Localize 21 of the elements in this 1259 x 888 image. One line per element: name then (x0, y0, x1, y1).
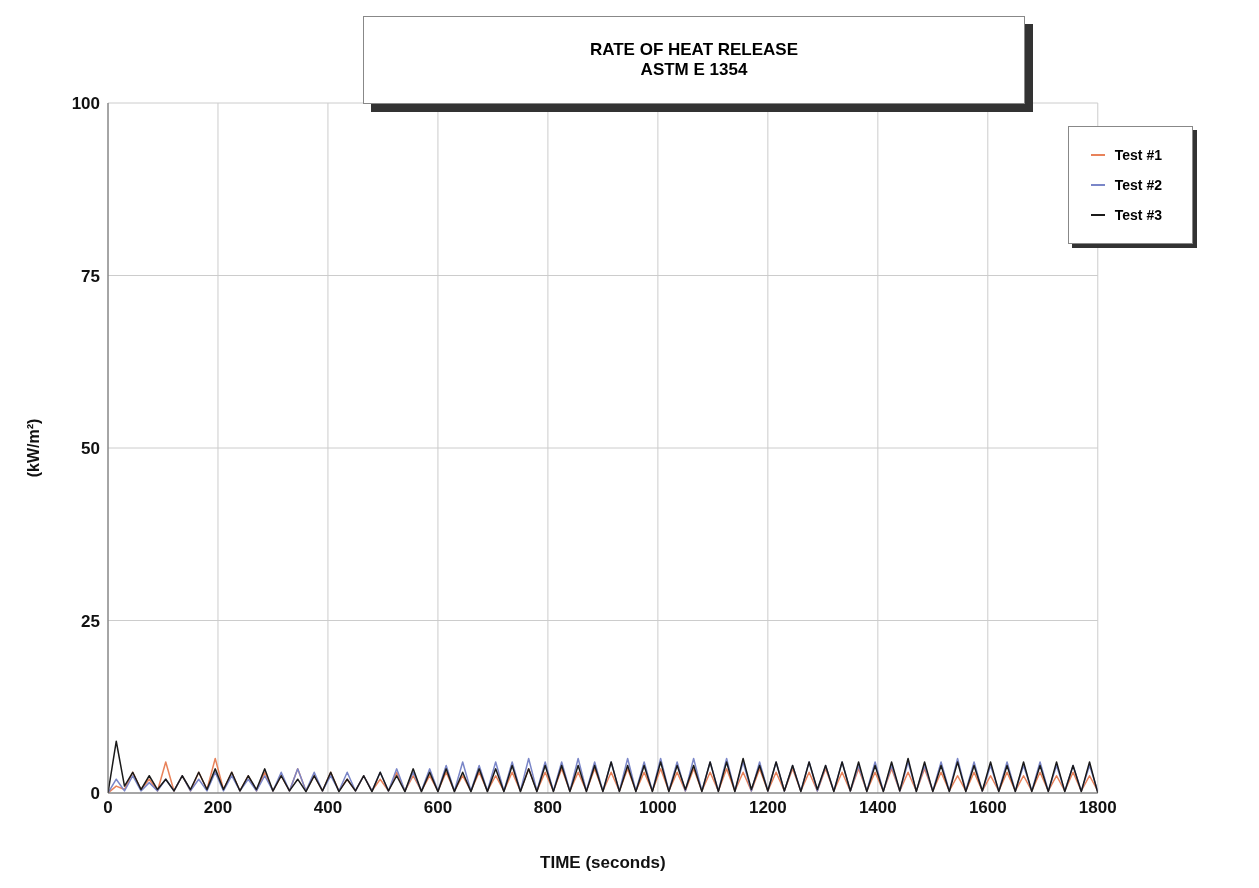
y-tick-label: 0 (90, 784, 100, 804)
y-tick-label: 100 (71, 94, 100, 114)
x-tick-label: 1600 (968, 798, 1007, 818)
chart-title: RATE OF HEAT RELEASE ASTM E 1354 (589, 40, 799, 80)
x-axis-title: TIME (seconds) (540, 853, 666, 872)
x-tick-label: 1400 (858, 798, 897, 818)
y-tick-label: 50 (81, 439, 100, 459)
x-tick-label: 0 (103, 798, 113, 818)
x-tick-label: 1800 (1078, 798, 1117, 818)
y-tick-label: 25 (81, 611, 100, 631)
x-tick-label: 1200 (748, 798, 787, 818)
legend-label: Test #3 (1114, 207, 1162, 223)
legend-label: Test #1 (1114, 147, 1162, 163)
y-axis-title: (kW/m²) (24, 418, 42, 478)
x-tick-label: 800 (533, 798, 563, 818)
x-tick-label: 600 (423, 798, 453, 818)
y-tick-label: 75 (81, 266, 100, 286)
x-tick-label: 1000 (638, 798, 677, 818)
x-tick-label: 400 (313, 798, 343, 818)
legend-label: Test #2 (1114, 177, 1162, 193)
x-tick-label: 200 (203, 798, 233, 818)
